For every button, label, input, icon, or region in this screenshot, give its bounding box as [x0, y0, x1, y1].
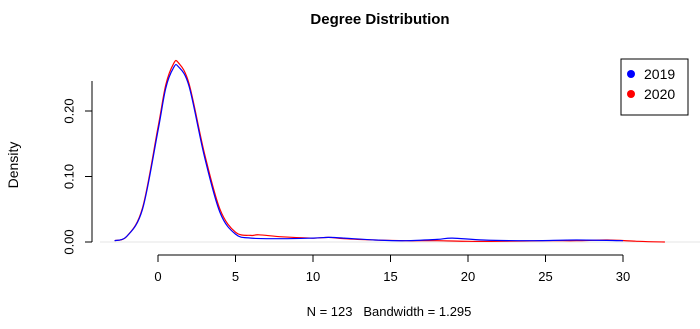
x-tick-label: 10 [306, 269, 320, 284]
legend-label-2020: 2020 [644, 86, 675, 102]
y-axis: 0.00 0.10 0.20 [61, 81, 93, 255]
legend-marker-2020 [627, 90, 635, 98]
y-tick-label: 0.00 [61, 229, 76, 254]
y-tick-label: 0.20 [61, 98, 76, 123]
y-axis-label: Density [5, 142, 21, 189]
x-tick-label: 0 [154, 269, 161, 284]
legend-label-2019: 2019 [644, 66, 675, 82]
x-tick-label: 5 [232, 269, 239, 284]
x-tick-label: 20 [461, 269, 475, 284]
x-axis: 0 5 10 15 20 25 30 [154, 254, 630, 284]
legend-marker-2019 [627, 70, 635, 78]
x-tick-label: 30 [616, 269, 630, 284]
y-tick-label: 0.10 [61, 164, 76, 189]
density-line-2020 [114, 59, 665, 243]
chart-title: Degree Distribution [310, 11, 449, 28]
legend: 2019 2020 [620, 58, 689, 116]
density-line-2019 [114, 64, 624, 242]
x-tick-label: 15 [383, 269, 397, 284]
x-axis-label: N = 123 Bandwidth = 1.295 [307, 304, 472, 319]
x-tick-label: 25 [538, 269, 552, 284]
legend-box [620, 58, 689, 116]
series-lines [114, 59, 665, 243]
